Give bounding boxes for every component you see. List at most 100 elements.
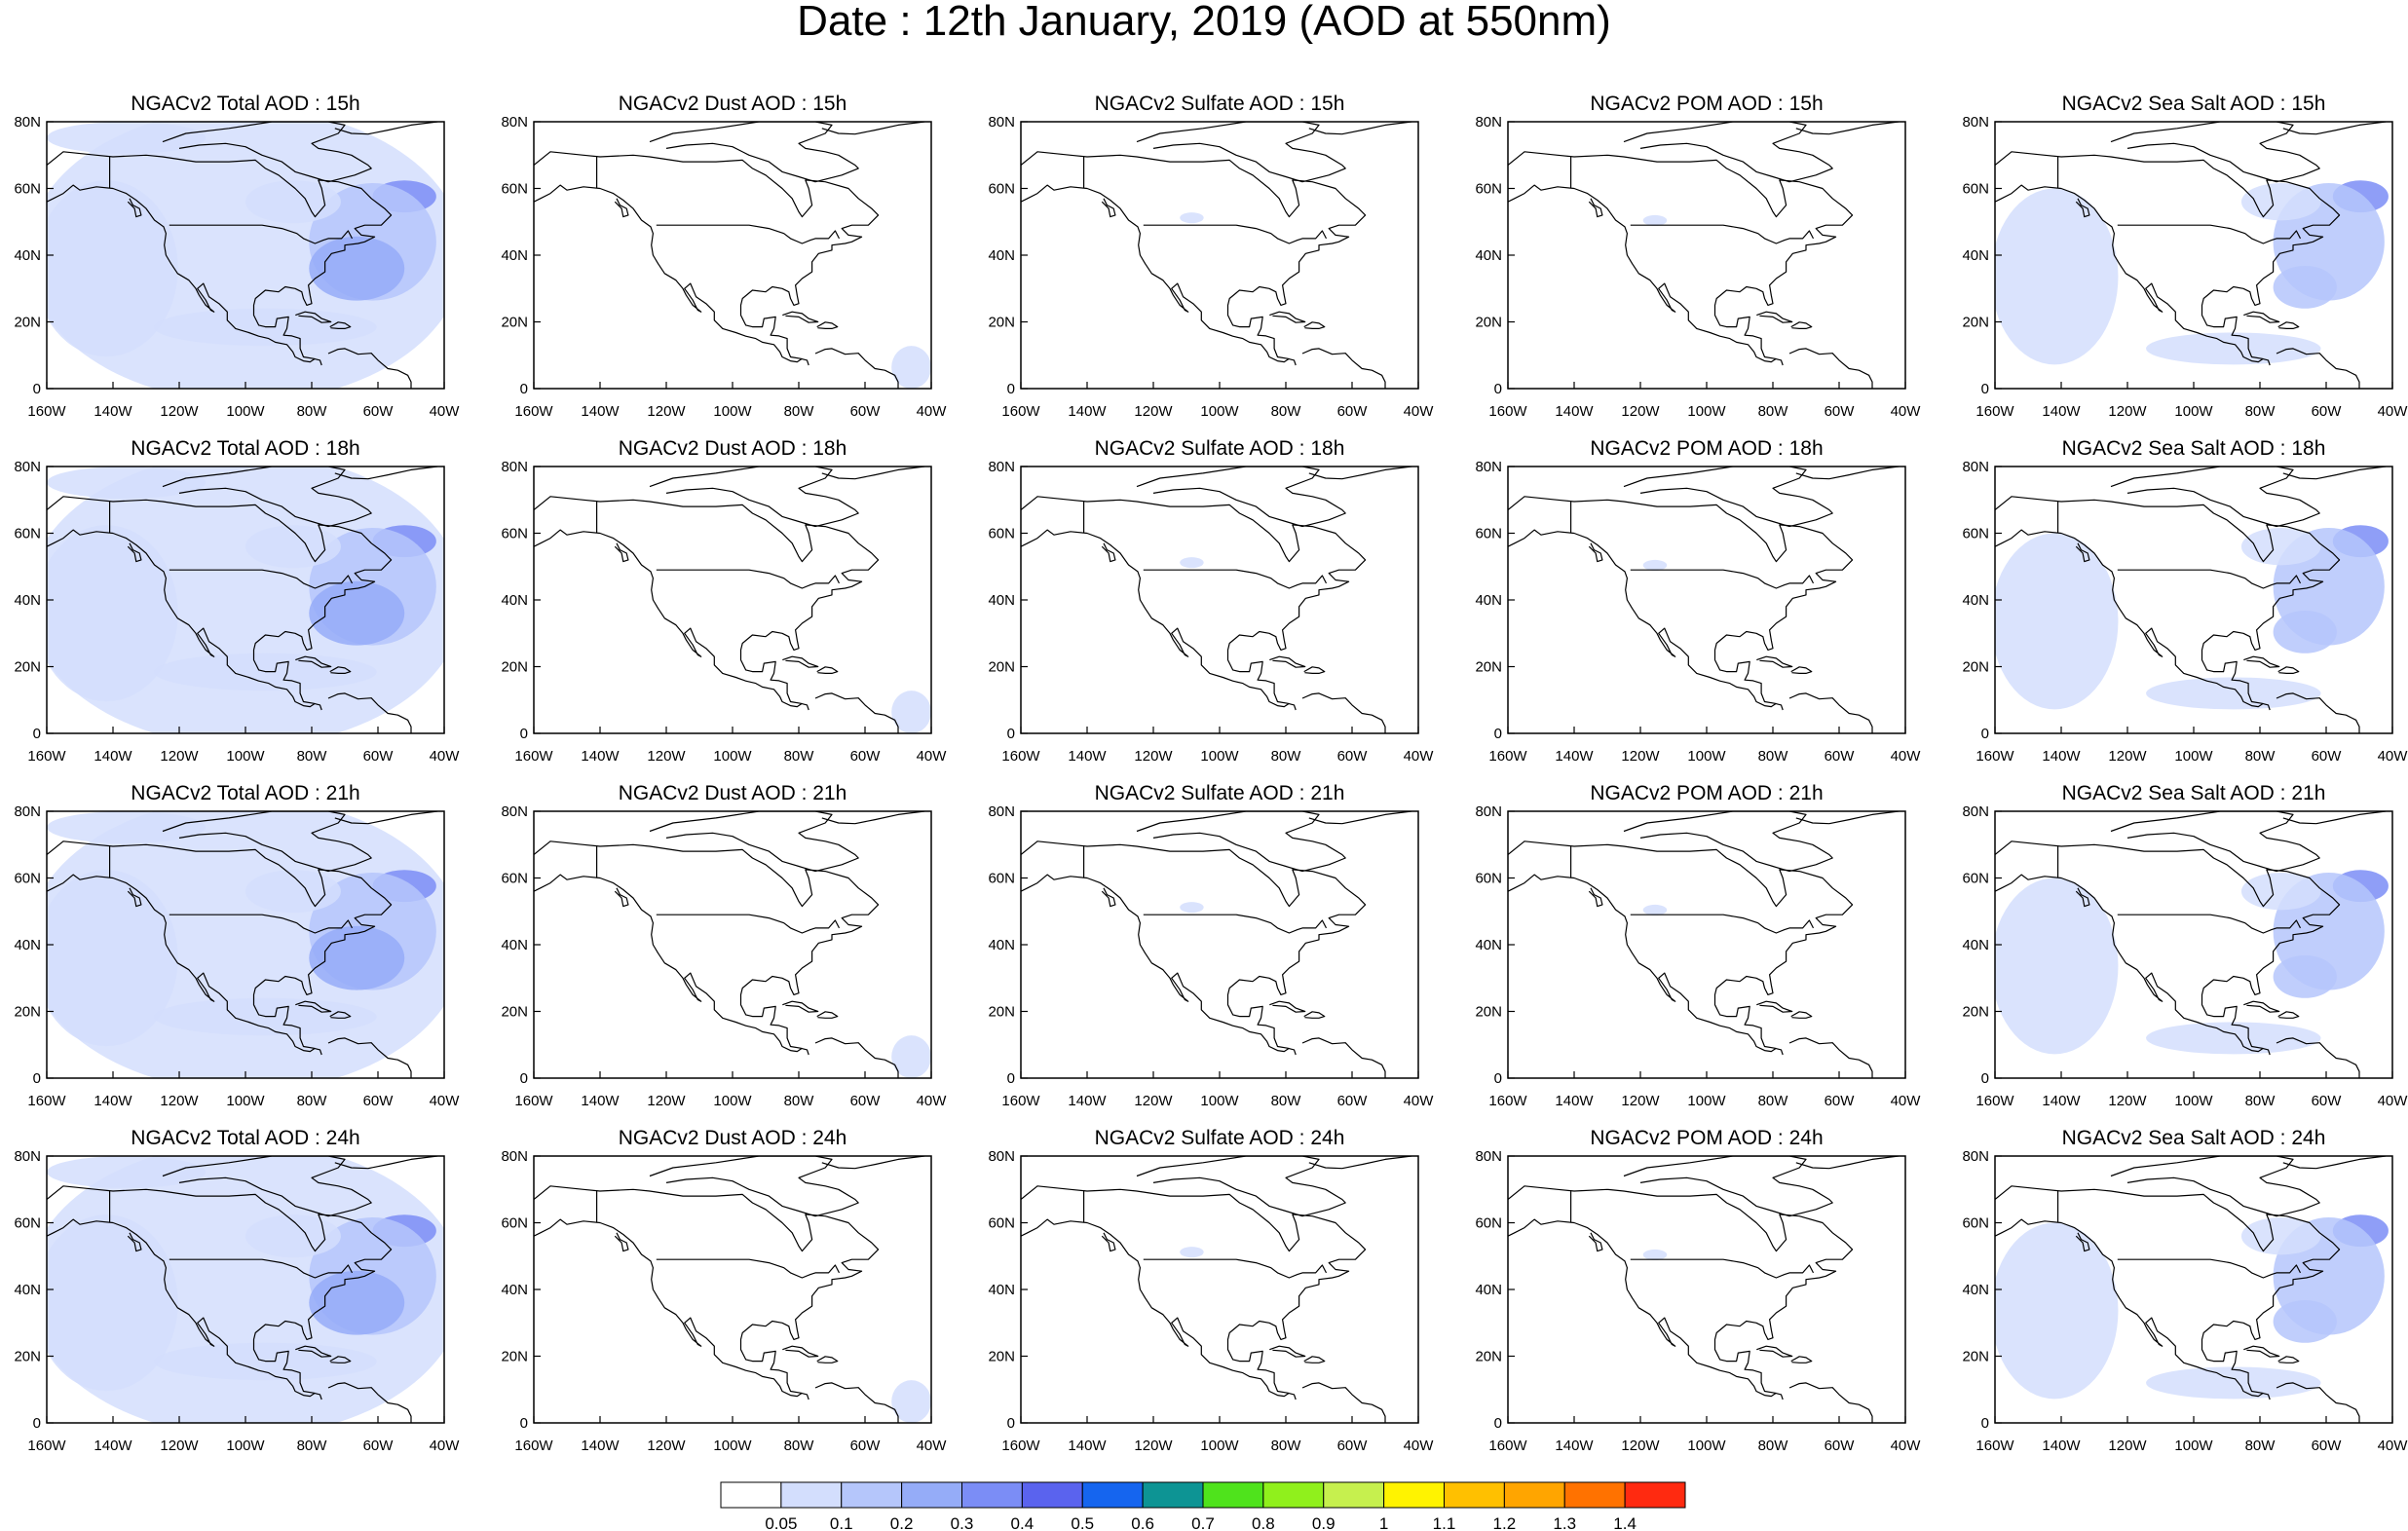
x-tick-label: 100W	[713, 1438, 752, 1454]
x-tick-label: 60W	[2312, 1438, 2343, 1454]
x-tick-label: 120W	[1134, 1438, 1173, 1454]
x-tick-label: 160W	[27, 403, 66, 420]
aod-shade-region	[309, 580, 405, 646]
colorbar-swatch	[1142, 1481, 1204, 1509]
y-tick-label: 60N	[1962, 181, 1989, 198]
x-tick-label: 60W	[1337, 403, 1369, 420]
aod-shading	[47, 1156, 444, 1423]
aod-shading	[1180, 902, 1204, 914]
x-tick-label: 80W	[1271, 1438, 1302, 1454]
colorbar-label: 0.6	[1131, 1514, 1154, 1531]
aod-shading	[1180, 212, 1204, 224]
x-tick-label: 40W	[430, 1093, 461, 1109]
y-tick-label: 40N	[988, 937, 1015, 953]
aod-shade-region	[245, 1214, 341, 1258]
y-tick-label: 40N	[501, 247, 528, 264]
y-tick-label: 20N	[1962, 659, 1989, 676]
x-tick-label: 100W	[1687, 403, 1726, 420]
y-tick-label: 20N	[988, 1004, 1015, 1021]
coastline-map	[1995, 811, 2387, 1078]
map-panel-dust-aod-row-1: NGACv2 Dust AOD : 15h 80N 60N 40N 20N 0 160W 14…	[501, 93, 947, 420]
aod-shade-region	[1180, 557, 1204, 569]
x-tick-label: 160W	[1001, 403, 1040, 420]
y-tick-label: 40N	[501, 592, 528, 609]
x-tick-label: 100W	[1687, 748, 1726, 765]
y-tick-label: 0	[1007, 726, 1015, 742]
x-tick-label: 40W	[1891, 748, 1922, 765]
y-tick-label: 0	[520, 1415, 528, 1432]
coastline-map	[1508, 811, 1900, 1078]
x-tick-label: 160W	[1488, 1093, 1527, 1109]
x-tick-label: 160W	[27, 1093, 66, 1109]
colorbar-swatch	[780, 1481, 843, 1509]
x-tick-label: 80W	[784, 403, 815, 420]
coastline-map	[1021, 1156, 1412, 1423]
map-frame	[533, 121, 932, 390]
aod-shade-region	[245, 870, 341, 914]
x-tick-label: 100W	[226, 1438, 265, 1454]
panel-title: NGACv2 Sea Salt AOD : 15h	[2062, 93, 2326, 115]
y-tick-label: 60N	[1475, 1215, 1502, 1232]
map-frame	[1507, 810, 1906, 1079]
x-tick-label: 80W	[1758, 748, 1789, 765]
y-tick-label: 60N	[14, 526, 41, 542]
y-tick-label: 80N	[501, 1148, 528, 1165]
aod-shade-region	[309, 925, 405, 990]
y-tick-label: 80N	[1475, 459, 1502, 475]
aod-shade-region	[309, 236, 405, 301]
x-tick-label: 140W	[94, 1093, 132, 1109]
colorbar-label: 0.05	[765, 1514, 797, 1531]
y-tick-label: 40N	[501, 937, 528, 953]
map-panel-sulfate-aod-row-4: NGACv2 Sulfate AOD : 24h 80N 60N 40N 20N 0 160…	[988, 1127, 1434, 1454]
x-tick-label: 100W	[226, 1093, 265, 1109]
x-tick-label: 120W	[647, 1438, 686, 1454]
x-tick-label: 60W	[1337, 748, 1369, 765]
x-tick-label: 40W	[1404, 403, 1435, 420]
y-tick-label: 40N	[988, 1282, 1015, 1298]
map-panel-sea-salt-aod-row-1: NGACv2 Sea Salt AOD : 15h 80N 60N 40N 20N 0 16…	[1962, 93, 2408, 420]
y-tick-label: 80N	[501, 459, 528, 475]
map-panel-sea-salt-aod-row-4: NGACv2 Sea Salt AOD : 24h 80N 60N 40N 20N 0 16…	[1962, 1127, 2408, 1454]
y-tick-label: 60N	[14, 1215, 41, 1232]
y-tick-label: 0	[33, 1070, 41, 1087]
y-tick-label: 80N	[14, 803, 41, 820]
aod-shade-region	[1995, 188, 2119, 365]
aod-shade-region	[47, 870, 178, 1047]
aod-shading	[1642, 214, 1668, 226]
y-tick-label: 80N	[1962, 459, 1989, 475]
map-frame	[1507, 1155, 1906, 1424]
map-frame	[1020, 1155, 1419, 1424]
x-tick-label: 80W	[1758, 1438, 1789, 1454]
panel-title: NGACv2 Dust AOD : 24h	[619, 1127, 847, 1149]
x-tick-label: 120W	[1134, 748, 1173, 765]
x-tick-label: 160W	[1975, 748, 2014, 765]
y-tick-label: 60N	[1475, 526, 1502, 542]
y-tick-label: 40N	[1962, 1282, 1989, 1298]
panel-title: NGACv2 Total AOD : 24h	[131, 1127, 359, 1149]
map-panel-total-aod-row-1: NGACv2 Total AOD : 15h 80N 60N 40N 20N 0 160W 1…	[14, 93, 460, 420]
y-tick-label: 0	[1981, 381, 1989, 397]
aod-shade-region	[2273, 610, 2337, 653]
x-tick-label: 160W	[1975, 1093, 2014, 1109]
y-tick-label: 80N	[501, 803, 528, 820]
aod-shade-region	[2273, 1299, 2337, 1343]
map-frame	[1020, 466, 1419, 734]
aod-shade-region	[2146, 1022, 2321, 1055]
colorbar-swatch	[1323, 1481, 1385, 1509]
map-panel-total-aod-row-2: NGACv2 Total AOD : 18h 80N 60N 40N 20N 0 160W 1…	[14, 437, 461, 765]
x-tick-label: 120W	[2108, 1438, 2147, 1454]
y-tick-label: 0	[1981, 1070, 1989, 1087]
x-tick-label: 40W	[917, 748, 948, 765]
x-tick-label: 140W	[1555, 403, 1594, 420]
x-tick-label: 120W	[647, 1093, 686, 1109]
x-tick-label: 120W	[160, 403, 199, 420]
y-tick-label: 20N	[501, 659, 528, 676]
x-tick-label: 160W	[514, 1438, 553, 1454]
y-tick-label: 80N	[1962, 803, 1989, 820]
x-tick-label: 40W	[430, 748, 461, 765]
panel-title: NGACv2 Sulfate AOD : 21h	[1095, 782, 1345, 804]
y-tick-label: 40N	[14, 247, 41, 264]
x-tick-label: 40W	[2378, 748, 2408, 765]
y-tick-label: 20N	[1962, 1349, 1989, 1365]
y-tick-label: 20N	[1962, 1004, 1989, 1021]
